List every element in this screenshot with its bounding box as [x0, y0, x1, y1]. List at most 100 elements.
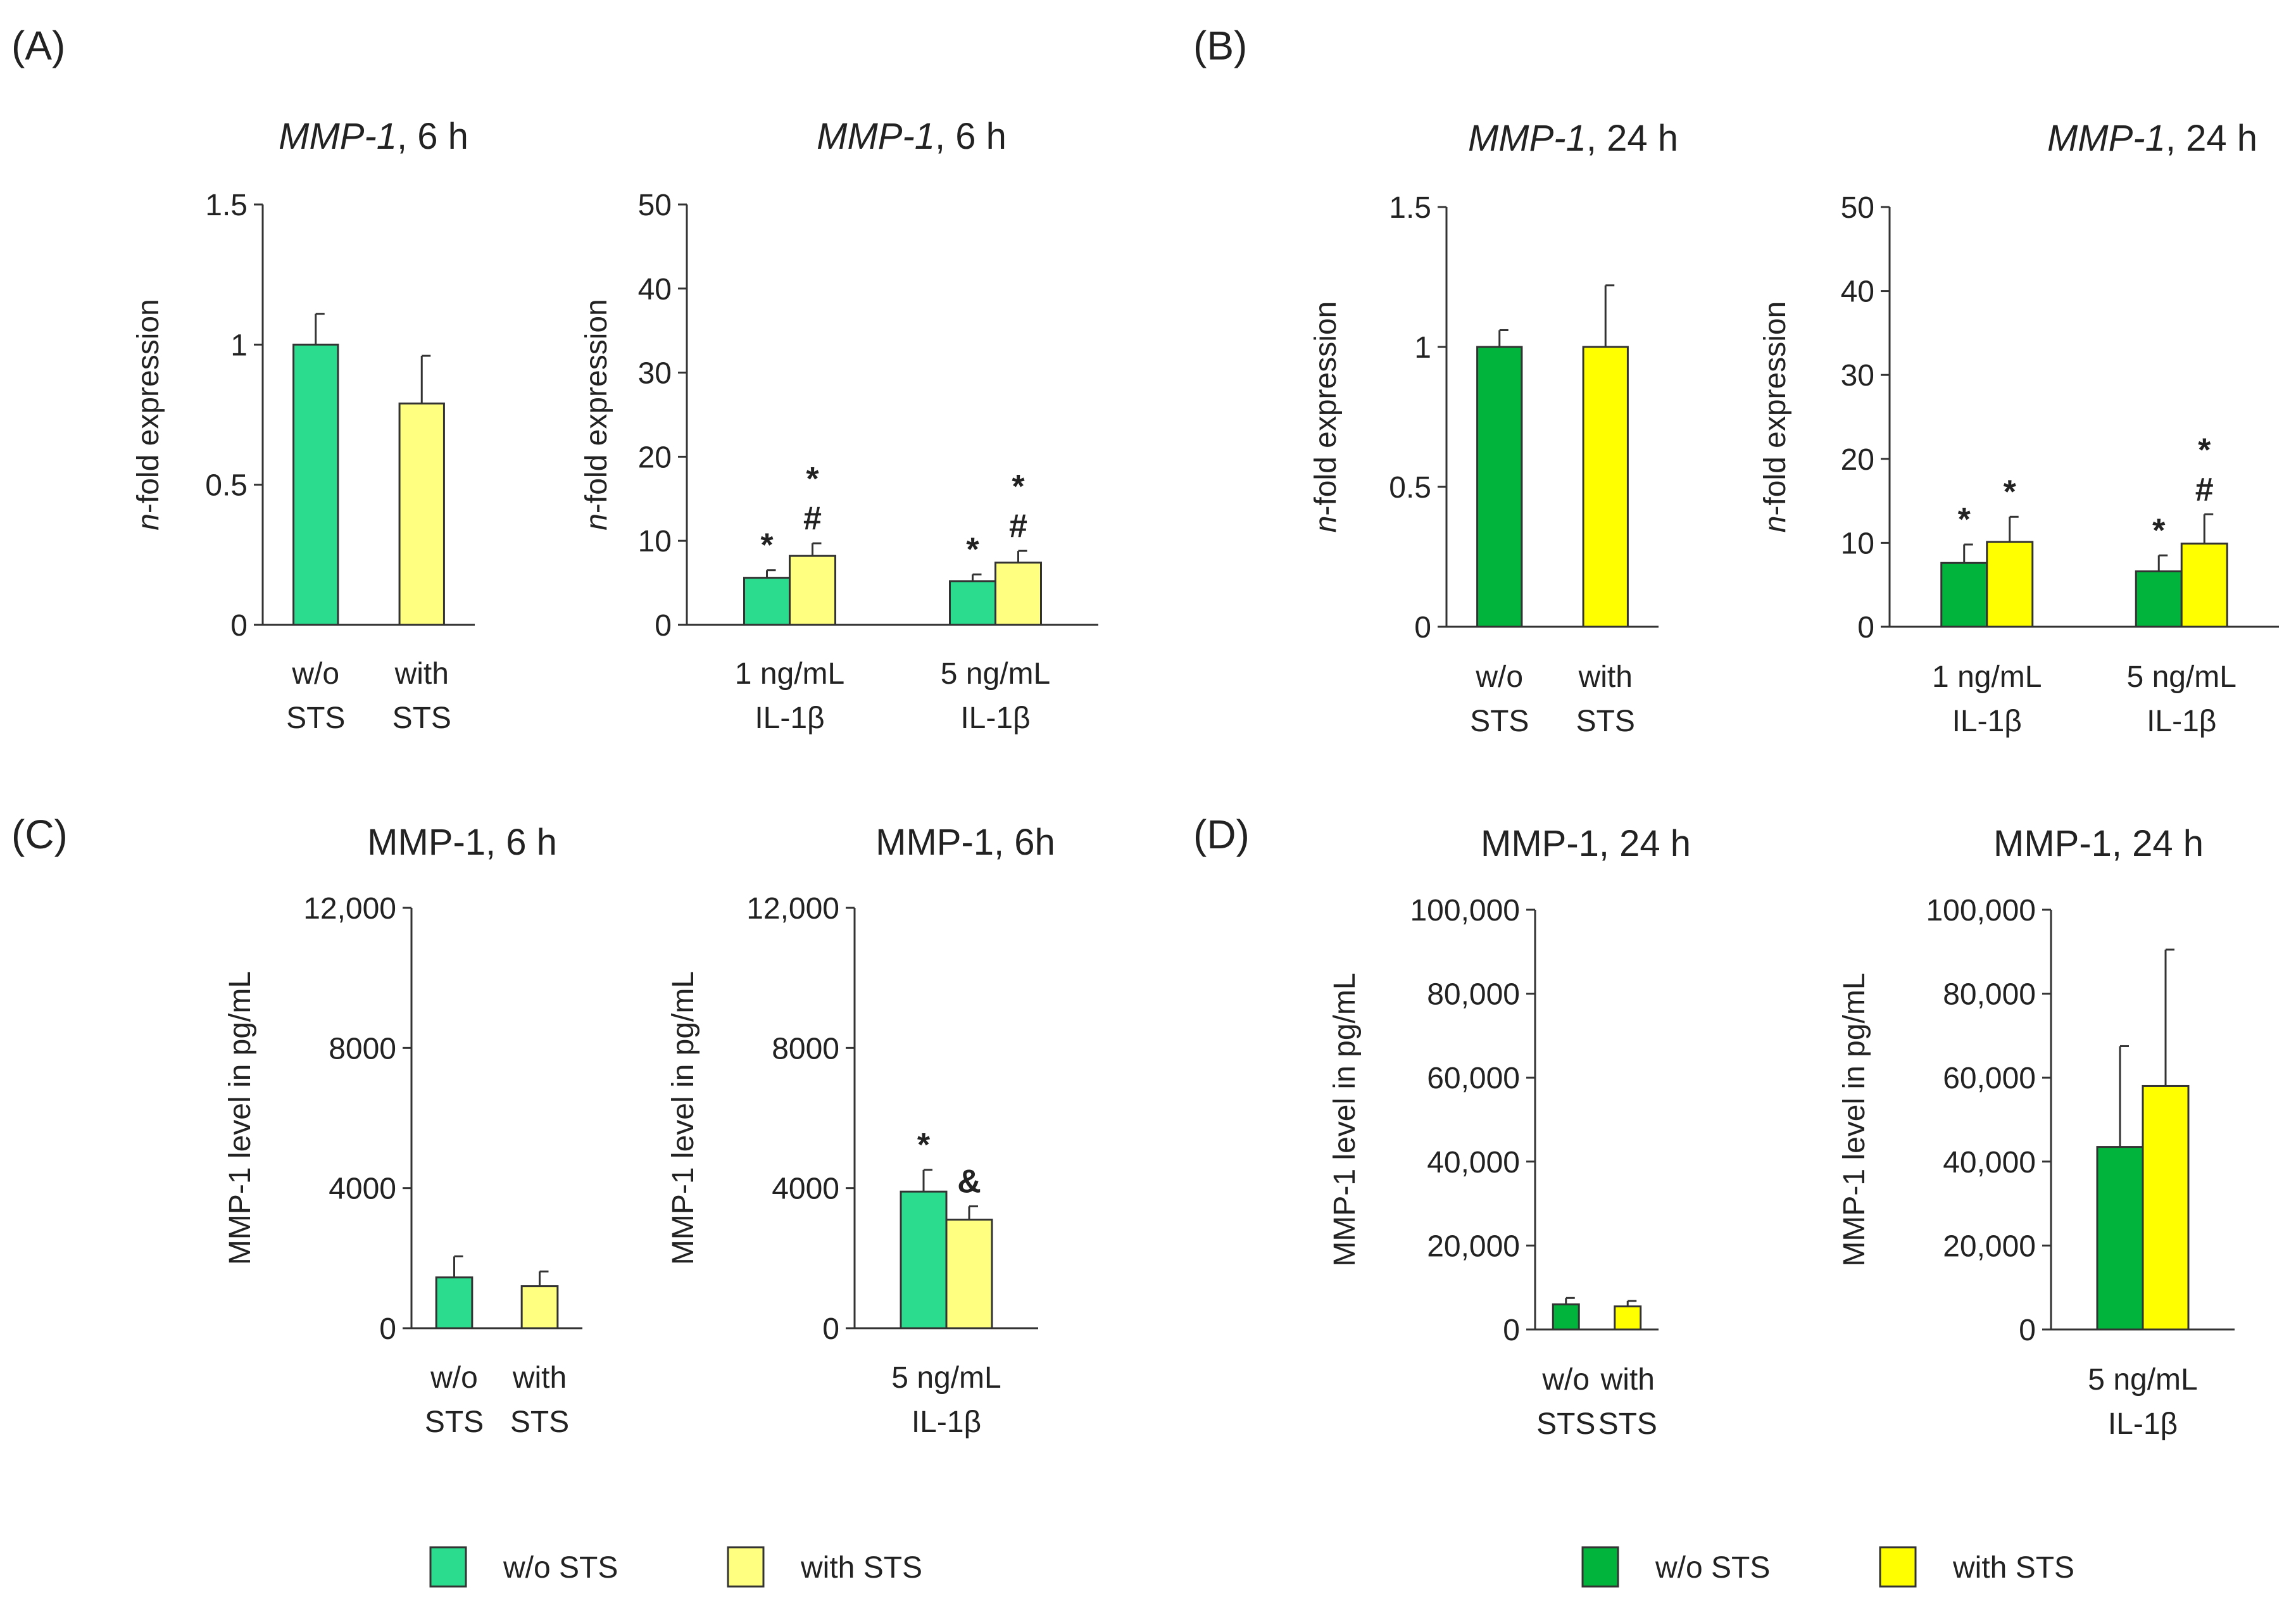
y-tick-label: 40,000 [1427, 1146, 1520, 1179]
chart-3: MMP-1, 24 h n-fold expression 0 0.5 1 1.5 w/o S… [1309, 118, 1678, 738]
legend-2: w/o STS with STS [1581, 1546, 2074, 1588]
chart-title-rest: MMP-1, 6 h [367, 822, 557, 863]
x-category-label: STS [510, 1405, 569, 1439]
chart-title-rest: , 24 h [1586, 118, 1678, 159]
y-axis-label: MMP-1 level in pg/mL [1328, 972, 1362, 1266]
bar-1-with-sts [789, 555, 836, 626]
y-tick-label: 0 [230, 609, 248, 643]
chart-title: MMP-1, 24 h [2047, 118, 2257, 159]
y-tick-label: 60,000 [1427, 1062, 1520, 1095]
x-category-label: with [1578, 660, 1633, 694]
significance-marker: * [966, 531, 979, 568]
bar-1-with-sts [945, 1218, 993, 1329]
y-tick-label: 40 [638, 273, 672, 306]
panel-label-b: (B) [1193, 23, 1247, 68]
x-category-label: STS [286, 701, 345, 735]
bar-2-with-sts [520, 1285, 559, 1329]
x-category-label: with [512, 1361, 567, 1395]
chart-title: MMP-1, 24 h [1993, 823, 2204, 864]
y-axis-label-rest: MMP-1 level in pg/mL [667, 971, 700, 1265]
y-tick-label: 0 [1503, 1314, 1520, 1347]
significance-marker: * [1958, 501, 1971, 538]
y-axis-label: MMP-1 level in pg/mL [1838, 972, 1871, 1266]
bar-2-with-sts [994, 562, 1042, 626]
x-category-label: with [1600, 1363, 1655, 1397]
significance-marker: & [957, 1163, 981, 1200]
chart-title-rest: MMP-1, 24 h [1993, 823, 2204, 864]
x-category-label: w/o [430, 1361, 478, 1395]
y-axis-label-italic: n [580, 513, 613, 531]
bar-1-w-o-sts [1476, 346, 1523, 628]
y-tick-label: 30 [638, 357, 672, 391]
chart-title-italic: MMP-1 [817, 116, 935, 157]
y-tick-label: 40 [1841, 275, 1874, 309]
y-axis-label: MMP-1 level in pg/mL [667, 971, 700, 1265]
chart-title-italic: MMP-1 [1468, 118, 1586, 159]
x-category-label: IL-1β [960, 701, 1030, 735]
legend-label: w/o STS [1655, 1551, 1770, 1585]
chart-title: MMP-1, 6 h [367, 822, 557, 863]
y-tick-label: 50 [638, 189, 672, 222]
x-category-label: 5 ng/mL [2127, 660, 2236, 694]
y-axis-label-rest: -fold expression [1309, 301, 1343, 516]
chart-title-rest: MMP-1, 6h [875, 822, 1055, 863]
panel-label-c: (C) [11, 812, 68, 857]
x-category-label: STS [425, 1405, 484, 1439]
significance-marker: * [760, 527, 774, 564]
bar-1-with-sts [1986, 541, 2034, 628]
chart-title: MMP-1, 6h [875, 822, 1055, 863]
chart-title: MMP-1, 24 h [1481, 823, 1691, 864]
y-axis-label-rest: MMP-1 level in pg/mL [223, 971, 257, 1265]
y-tick-label: 20,000 [1427, 1229, 1520, 1263]
y-tick-label: 100,000 [1926, 894, 2036, 927]
legend-swatch [1581, 1546, 1619, 1588]
legend-label: with STS [800, 1551, 922, 1585]
y-axis-label: n-fold expression [132, 299, 165, 531]
chart-6: MMP-1, 6h MMP-1 level in pg/mL 0 4000 8000 12… [667, 822, 1055, 1439]
x-category-label: 1 ng/mL [735, 657, 844, 691]
chart-title: MMP-1, 24 h [1468, 118, 1678, 159]
bar-1-w-o-sts [292, 343, 339, 626]
significance-marker: * [1012, 468, 1025, 505]
x-category-label: 5 ng/mL [941, 657, 1050, 691]
chart-title-rest: , 6 h [935, 116, 1007, 157]
significance-marker: # [1009, 508, 1027, 544]
y-tick-label: 0 [1414, 611, 1431, 644]
chart-title-italic: MMP-1 [279, 116, 397, 157]
x-category-label: STS [1576, 705, 1635, 738]
y-tick-label: 1 [1414, 331, 1431, 365]
y-tick-label: 50 [1841, 191, 1874, 225]
x-category-label: IL-1β [755, 701, 824, 735]
y-tick-label: 0 [655, 609, 672, 643]
x-category-label: IL-1β [2108, 1407, 2178, 1441]
chart-title-rest: , 24 h [2166, 118, 2257, 159]
chart-1: MMP-1, 6 h n-fold expression 0 0.5 1 1.5 w/o ST… [132, 116, 475, 735]
y-tick-label: 1.5 [205, 189, 248, 222]
significance-marker: * [2152, 512, 2166, 549]
y-axis-label-rest: -fold expression [1759, 301, 1792, 516]
chart-4: MMP-1, 24 h n-fold expression 0 10 20 30 40 50 1… [1759, 118, 2279, 738]
x-category-label: w/o [291, 657, 339, 691]
x-category-label: IL-1β [912, 1405, 981, 1439]
legend-label: with STS [1952, 1551, 2074, 1585]
y-tick-label: 1.5 [1389, 191, 1431, 225]
chart-title: MMP-1, 6 h [817, 116, 1007, 157]
y-tick-label: 30 [1841, 359, 1874, 393]
y-tick-label: 0 [2019, 1314, 2036, 1347]
y-tick-label: 4000 [329, 1172, 396, 1206]
chart-8: MMP-1, 24 h MMP-1 level in pg/mL 0 20,000 40… [1838, 823, 2235, 1441]
y-tick-label: 0.5 [205, 469, 248, 503]
bar-1-with-sts [2142, 1084, 2190, 1331]
x-category-label: STS [392, 701, 451, 735]
y-tick-label: 12,000 [303, 892, 396, 926]
chart-title-rest: MMP-1, 24 h [1481, 823, 1691, 864]
significance-marker: * [806, 461, 819, 498]
y-axis-label-rest: MMP-1 level in pg/mL [1838, 972, 1871, 1266]
y-axis-label: n-fold expression [580, 299, 613, 531]
legend-1: w/o STS with STS [429, 1546, 922, 1588]
y-axis-label: n-fold expression [1309, 301, 1343, 533]
y-tick-label: 40,000 [1943, 1146, 2036, 1179]
legend-swatch [727, 1546, 765, 1588]
x-category-label: STS [1470, 705, 1529, 738]
